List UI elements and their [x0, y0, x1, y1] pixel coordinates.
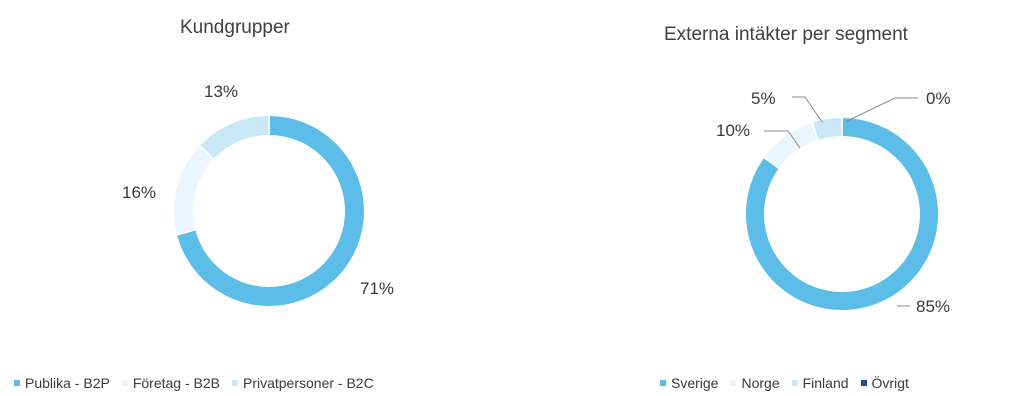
- legend-item: Finland: [791, 375, 849, 391]
- legend-item: Privatpersoner - B2C: [231, 375, 374, 391]
- legend-label: Publika - B2P: [25, 375, 110, 391]
- legend-swatch: [660, 380, 666, 386]
- legend-segment: Sverige Norge Finland Övrigt: [660, 375, 909, 391]
- chart-title-externa-intakter: Externa intäkter per segment: [664, 24, 908, 45]
- data-label: 85%: [916, 297, 950, 316]
- legend-label: Privatpersoner - B2C: [242, 375, 374, 391]
- data-label: 16%: [122, 183, 156, 202]
- donut-slice-norge: [764, 123, 818, 168]
- chart-title-kundgrupper: Kundgrupper: [180, 17, 290, 38]
- donut-slice-finland: [813, 118, 842, 140]
- legend-item: Sverige: [660, 375, 718, 391]
- donut-chart-2: 85% 10%5% 0%: [716, 89, 951, 316]
- legend-kundgrupper: Publika - B2P Företag - B2B Privatpersoner…: [14, 375, 374, 391]
- legend-swatch: [730, 380, 737, 386]
- legend-label: Övrigt: [871, 375, 909, 391]
- data-label: 71%: [360, 279, 394, 298]
- leader-line: [844, 97, 918, 123]
- legend-label: Norge: [741, 375, 780, 391]
- legend-label: Finland: [802, 375, 849, 391]
- donut-slice-privatpersoner-b2c: [200, 116, 269, 159]
- donut-slice-företag-b2b: [174, 146, 214, 234]
- legend-label: Sverige: [671, 375, 719, 391]
- leader-line: [764, 130, 801, 149]
- legend-swatch: [14, 380, 20, 386]
- legend-swatch: [791, 380, 798, 386]
- legend-label: Företag - B2B: [132, 375, 220, 391]
- donut-chart-1: 71% 16% 13%: [122, 82, 394, 306]
- legend-item: Företag - B2B: [121, 375, 220, 391]
- legend-item: Norge: [730, 375, 780, 391]
- data-label: 13%: [204, 82, 238, 101]
- data-label: 0%: [926, 89, 951, 108]
- legend-item: Övrigt: [860, 375, 909, 391]
- legend-item: Publika - B2P: [14, 375, 110, 391]
- data-label: 10%: [716, 121, 750, 140]
- legend-swatch: [231, 380, 238, 386]
- legend-swatch: [860, 380, 867, 386]
- data-label: 5%: [751, 89, 776, 108]
- leader-line: [792, 96, 823, 123]
- legend-swatch: [121, 380, 128, 386]
